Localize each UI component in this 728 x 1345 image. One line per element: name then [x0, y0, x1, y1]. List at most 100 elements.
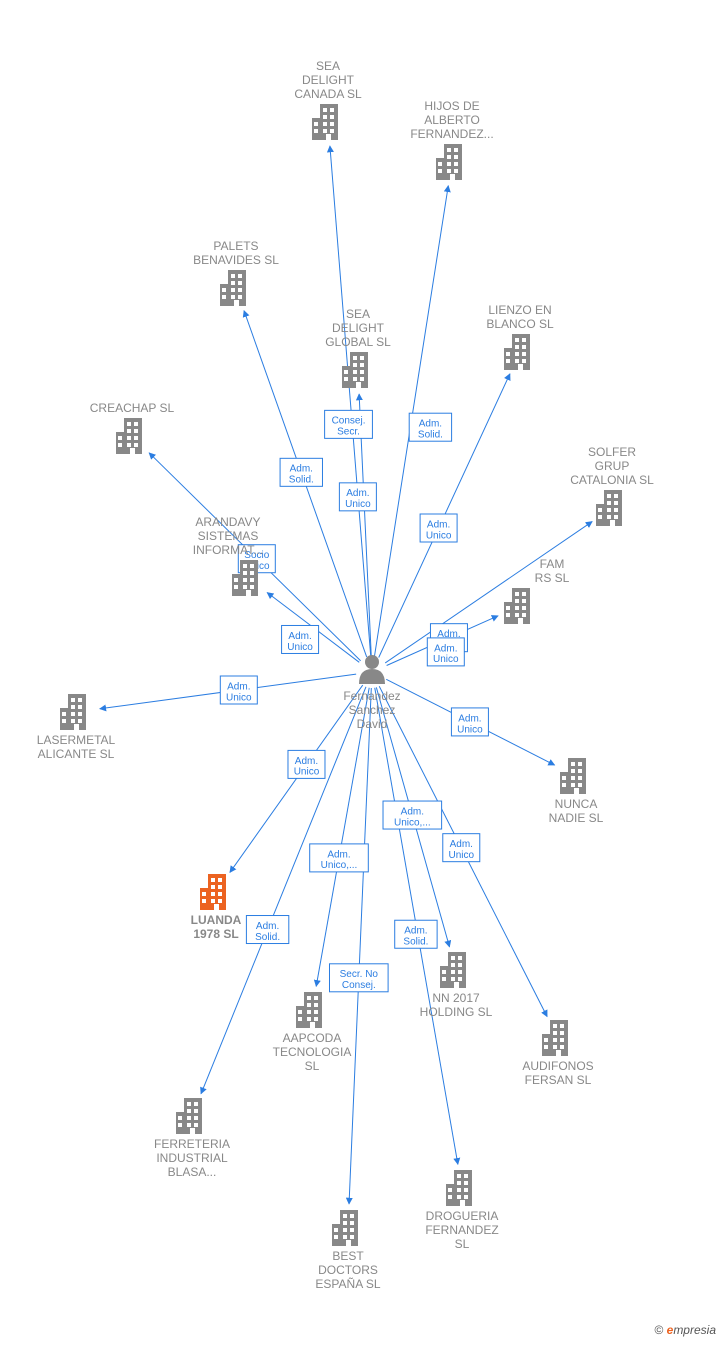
svg-text:Adm.: Adm.: [327, 849, 350, 860]
svg-text:Solid.: Solid.: [289, 475, 314, 486]
company-label: ALICANTE SL: [38, 747, 115, 761]
company-label: BEST: [332, 1249, 364, 1263]
svg-text:Adm.: Adm.: [450, 839, 473, 850]
company-node[interactable]: SEADELIGHTCANADA SL: [294, 59, 362, 140]
svg-text:Unico: Unico: [426, 530, 452, 541]
center-label: Fernandez: [343, 689, 400, 703]
svg-text:Adm.: Adm.: [404, 926, 427, 937]
company-node[interactable]: ARANDAVYSISTEMASINFORMAT...: [193, 515, 263, 596]
svg-text:Unico: Unico: [294, 767, 320, 778]
company-node[interactable]: LASERMETALALICANTE SL: [37, 694, 116, 761]
svg-text:Adm.: Adm.: [419, 419, 442, 430]
company-label: LIENZO EN: [488, 303, 551, 317]
company-node[interactable]: LIENZO ENBLANCO SL: [486, 303, 554, 370]
svg-text:Adm.: Adm.: [458, 713, 481, 724]
svg-text:Unico: Unico: [226, 692, 252, 703]
company-node[interactable]: BESTDOCTORSESPAÑA SL: [315, 1210, 380, 1291]
company-node[interactable]: NUNCANADIE SL: [549, 758, 604, 825]
company-label: DELIGHT: [302, 73, 355, 87]
company-node[interactable]: LUANDA1978 SL: [191, 874, 242, 941]
svg-text:Unico: Unico: [457, 724, 483, 735]
building-icon: [440, 952, 466, 988]
company-node[interactable]: SEADELIGHTGLOBAL SL: [325, 307, 391, 388]
svg-text:Solid.: Solid.: [403, 937, 428, 948]
company-label: HIJOS DE: [424, 99, 479, 113]
company-label: LUANDA: [191, 913, 242, 927]
company-label: NADIE SL: [549, 811, 604, 825]
svg-text:Solid.: Solid.: [418, 430, 443, 441]
edge-label: Adm.Unico: [282, 625, 319, 653]
company-label: AAPCODA: [283, 1031, 342, 1045]
edge-label: Adm.Solid.: [409, 413, 451, 441]
company-node[interactable]: AAPCODATECNOLOGIASL: [273, 992, 352, 1073]
company-label: CREACHAP SL: [90, 401, 175, 415]
company-label: SL: [455, 1237, 470, 1251]
company-label: BLASA...: [168, 1165, 217, 1179]
svg-text:Consej.: Consej.: [342, 980, 376, 991]
company-node[interactable]: PALETSBENAVIDES SL: [193, 239, 279, 306]
svg-text:Adm.: Adm.: [295, 756, 318, 767]
edge-label: Adm.Unico: [339, 483, 376, 511]
company-node[interactable]: CREACHAP SL: [90, 401, 175, 454]
svg-text:Unico,...: Unico,...: [394, 817, 431, 828]
company-label: PALETS: [213, 239, 258, 253]
svg-text:Adm.: Adm.: [290, 464, 313, 475]
svg-text:Unico: Unico: [433, 654, 459, 665]
building-icon: [60, 694, 86, 730]
company-node[interactable]: DROGUERIAFERNANDEZSL: [425, 1170, 498, 1251]
brand-rest: mpresia: [673, 1323, 716, 1337]
company-label: 1978 SL: [193, 927, 238, 941]
company-label: SOLFER: [588, 445, 636, 459]
building-icon: [220, 270, 246, 306]
company-node[interactable]: HIJOS DEALBERTOFERNANDEZ...: [410, 99, 493, 180]
company-label: FERNANDEZ: [425, 1223, 498, 1237]
svg-text:Secr.: Secr.: [337, 427, 360, 438]
company-node[interactable]: FERRETERIAINDUSTRIALBLASA...: [154, 1098, 230, 1179]
edge-label: Adm.Unico: [220, 676, 257, 704]
company-node[interactable]: FAMRS SL: [504, 557, 570, 624]
company-label: LASERMETAL: [37, 733, 116, 747]
company-label: TECNOLOGIA: [273, 1045, 352, 1059]
svg-text:Adm.: Adm.: [227, 681, 250, 692]
edge-label: Adm.Unico: [420, 514, 457, 542]
edge-label: Adm.Solid.: [395, 920, 437, 948]
svg-text:Adm.: Adm.: [256, 921, 279, 932]
building-icon: [504, 334, 530, 370]
svg-text:Adm.: Adm.: [288, 631, 311, 642]
company-node[interactable]: AUDIFONOSFERSAN SL: [522, 1020, 593, 1087]
company-label: INFORMAT...: [193, 543, 263, 557]
company-label: AUDIFONOS: [522, 1059, 593, 1073]
building-icon: [232, 560, 258, 596]
company-label: HOLDING SL: [420, 1005, 493, 1019]
edge-label: Adm.Unico,...: [383, 801, 442, 829]
svg-text:Unico,...: Unico,...: [321, 860, 358, 871]
building-icon: [542, 1020, 568, 1056]
edge: [385, 522, 592, 663]
building-icon: [596, 490, 622, 526]
company-label: GRUP: [595, 459, 630, 473]
edge-label: Adm.Unico: [288, 750, 325, 778]
network-graph: Adm.Solid.Adm.UnicoConsej.Secr.Adm.Unico…: [0, 0, 728, 1345]
center-node: FernandezSanchezDavid: [343, 655, 400, 731]
company-label: BENAVIDES SL: [193, 253, 279, 267]
company-node[interactable]: SOLFERGRUPCATALONIA SL: [570, 445, 654, 526]
edge-label: Adm.Unico: [443, 834, 480, 862]
edge-label: Adm.Solid.: [246, 916, 288, 944]
center-label: Sanchez: [349, 703, 396, 717]
svg-text:Adm.: Adm.: [346, 488, 369, 499]
company-label: NUNCA: [555, 797, 598, 811]
center-label: David: [357, 717, 388, 731]
building-icon: [436, 144, 462, 180]
edge-label: Adm.Unico: [427, 638, 464, 666]
company-node[interactable]: NN 2017HOLDING SL: [420, 952, 493, 1019]
edge-label: Consej.Secr.: [325, 410, 373, 438]
building-icon: [504, 588, 530, 624]
company-label: FAM: [540, 557, 565, 571]
company-label: CATALONIA SL: [570, 473, 654, 487]
company-label: CANADA SL: [294, 87, 362, 101]
svg-text:Adm.: Adm.: [401, 806, 424, 817]
building-icon: [176, 1098, 202, 1134]
svg-text:Unico: Unico: [345, 499, 371, 510]
company-label: ARANDAVY: [195, 515, 260, 529]
company-label: BLANCO SL: [486, 317, 554, 331]
